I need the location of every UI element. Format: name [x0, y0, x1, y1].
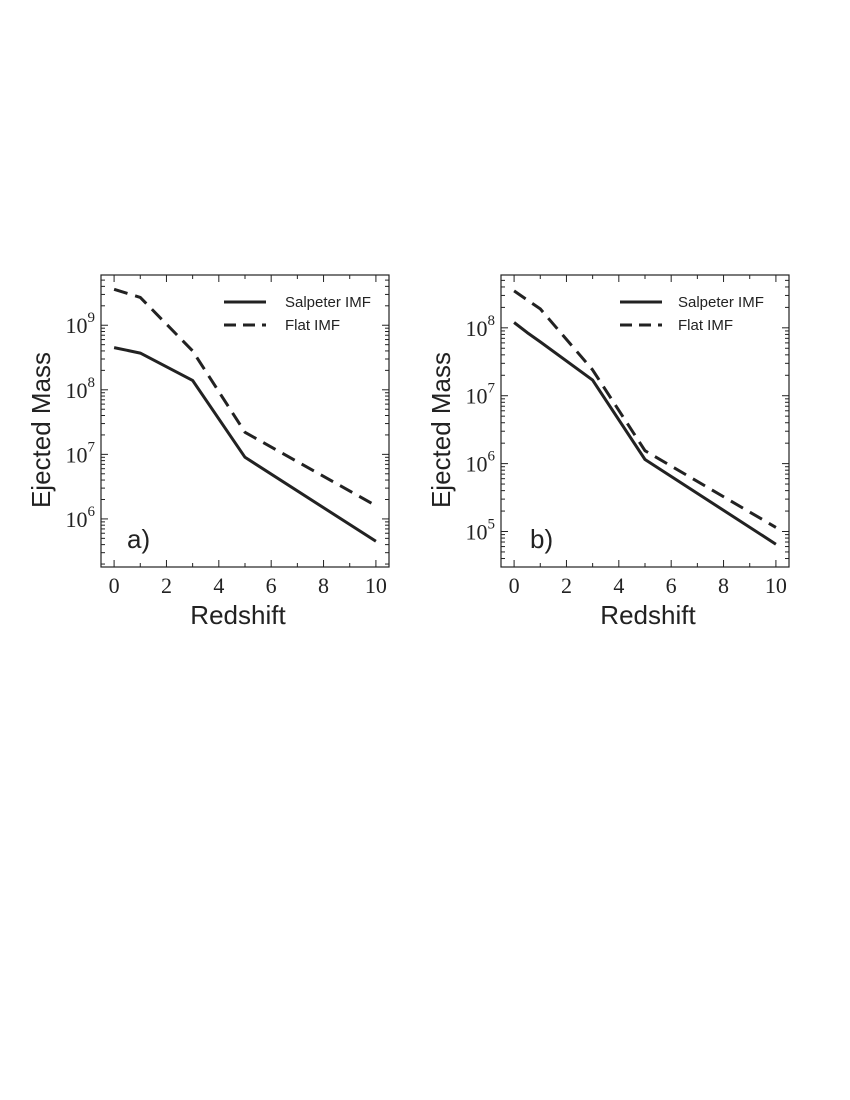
x-tick-label: 4 — [613, 573, 624, 598]
series-line-flat — [513, 289, 777, 529]
x-tick-label: 8 — [718, 573, 729, 598]
series-line-salpeter — [113, 346, 377, 543]
x-tick-label: 10 — [765, 573, 787, 598]
x-axis-title: Redshift — [190, 600, 286, 630]
y-axis-ticks: 105 106 107 108 — [466, 313, 496, 545]
x-axis-ticks: 0 2 4 6 8 10 — [509, 275, 787, 598]
y-tick-label: 105 — [466, 517, 496, 545]
x-tick-label: 2 — [561, 573, 572, 598]
panel-label: b) — [530, 524, 553, 554]
y-tick-label: 106 — [66, 504, 96, 532]
minor-ticks — [501, 274, 789, 568]
panel-label: a) — [127, 524, 150, 554]
y-tick-label: 107 — [66, 439, 96, 467]
legend-label-flat: Flat IMF — [678, 317, 733, 334]
panel-b: 105 106 107 108 0 2 4 6 8 10 Redshift Ejected Ma… — [426, 274, 790, 630]
series-line-flat — [113, 287, 377, 508]
legend-label-salpeter: Salpeter IMF — [678, 294, 764, 311]
legend-label-salpeter: Salpeter IMF — [285, 294, 371, 311]
y-axis-ticks: 106 107 108 109 — [66, 310, 96, 532]
minor-ticks — [101, 274, 389, 565]
y-tick-label: 109 — [66, 310, 96, 338]
y-tick-label: 108 — [466, 313, 496, 341]
legend: Salpeter IMF Flat IMF — [620, 294, 764, 334]
panel-a: 106 107 108 109 0 2 4 6 8 10 Redshift Ejected Ma… — [26, 274, 390, 630]
x-axis-title: Redshift — [600, 600, 696, 630]
series-lines — [113, 287, 377, 543]
x-tick-label: 0 — [109, 573, 120, 598]
y-axis-title: Ejected Mass — [426, 352, 456, 508]
x-tick-label: 0 — [509, 573, 520, 598]
x-tick-label: 10 — [365, 573, 387, 598]
legend: Salpeter IMF Flat IMF — [224, 294, 371, 334]
y-tick-label: 108 — [66, 375, 96, 403]
y-tick-label: 107 — [466, 381, 496, 409]
legend-label-flat: Flat IMF — [285, 317, 340, 334]
series-lines — [513, 289, 777, 546]
y-tick-label: 106 — [466, 449, 496, 477]
x-tick-label: 8 — [318, 573, 329, 598]
y-axis-title: Ejected Mass — [26, 352, 56, 508]
x-tick-label: 6 — [266, 573, 277, 598]
x-tick-label: 2 — [161, 573, 172, 598]
x-tick-label: 6 — [666, 573, 677, 598]
x-tick-label: 4 — [213, 573, 224, 598]
x-axis-ticks: 0 2 4 6 8 10 — [109, 275, 387, 598]
series-line-salpeter — [513, 321, 777, 546]
